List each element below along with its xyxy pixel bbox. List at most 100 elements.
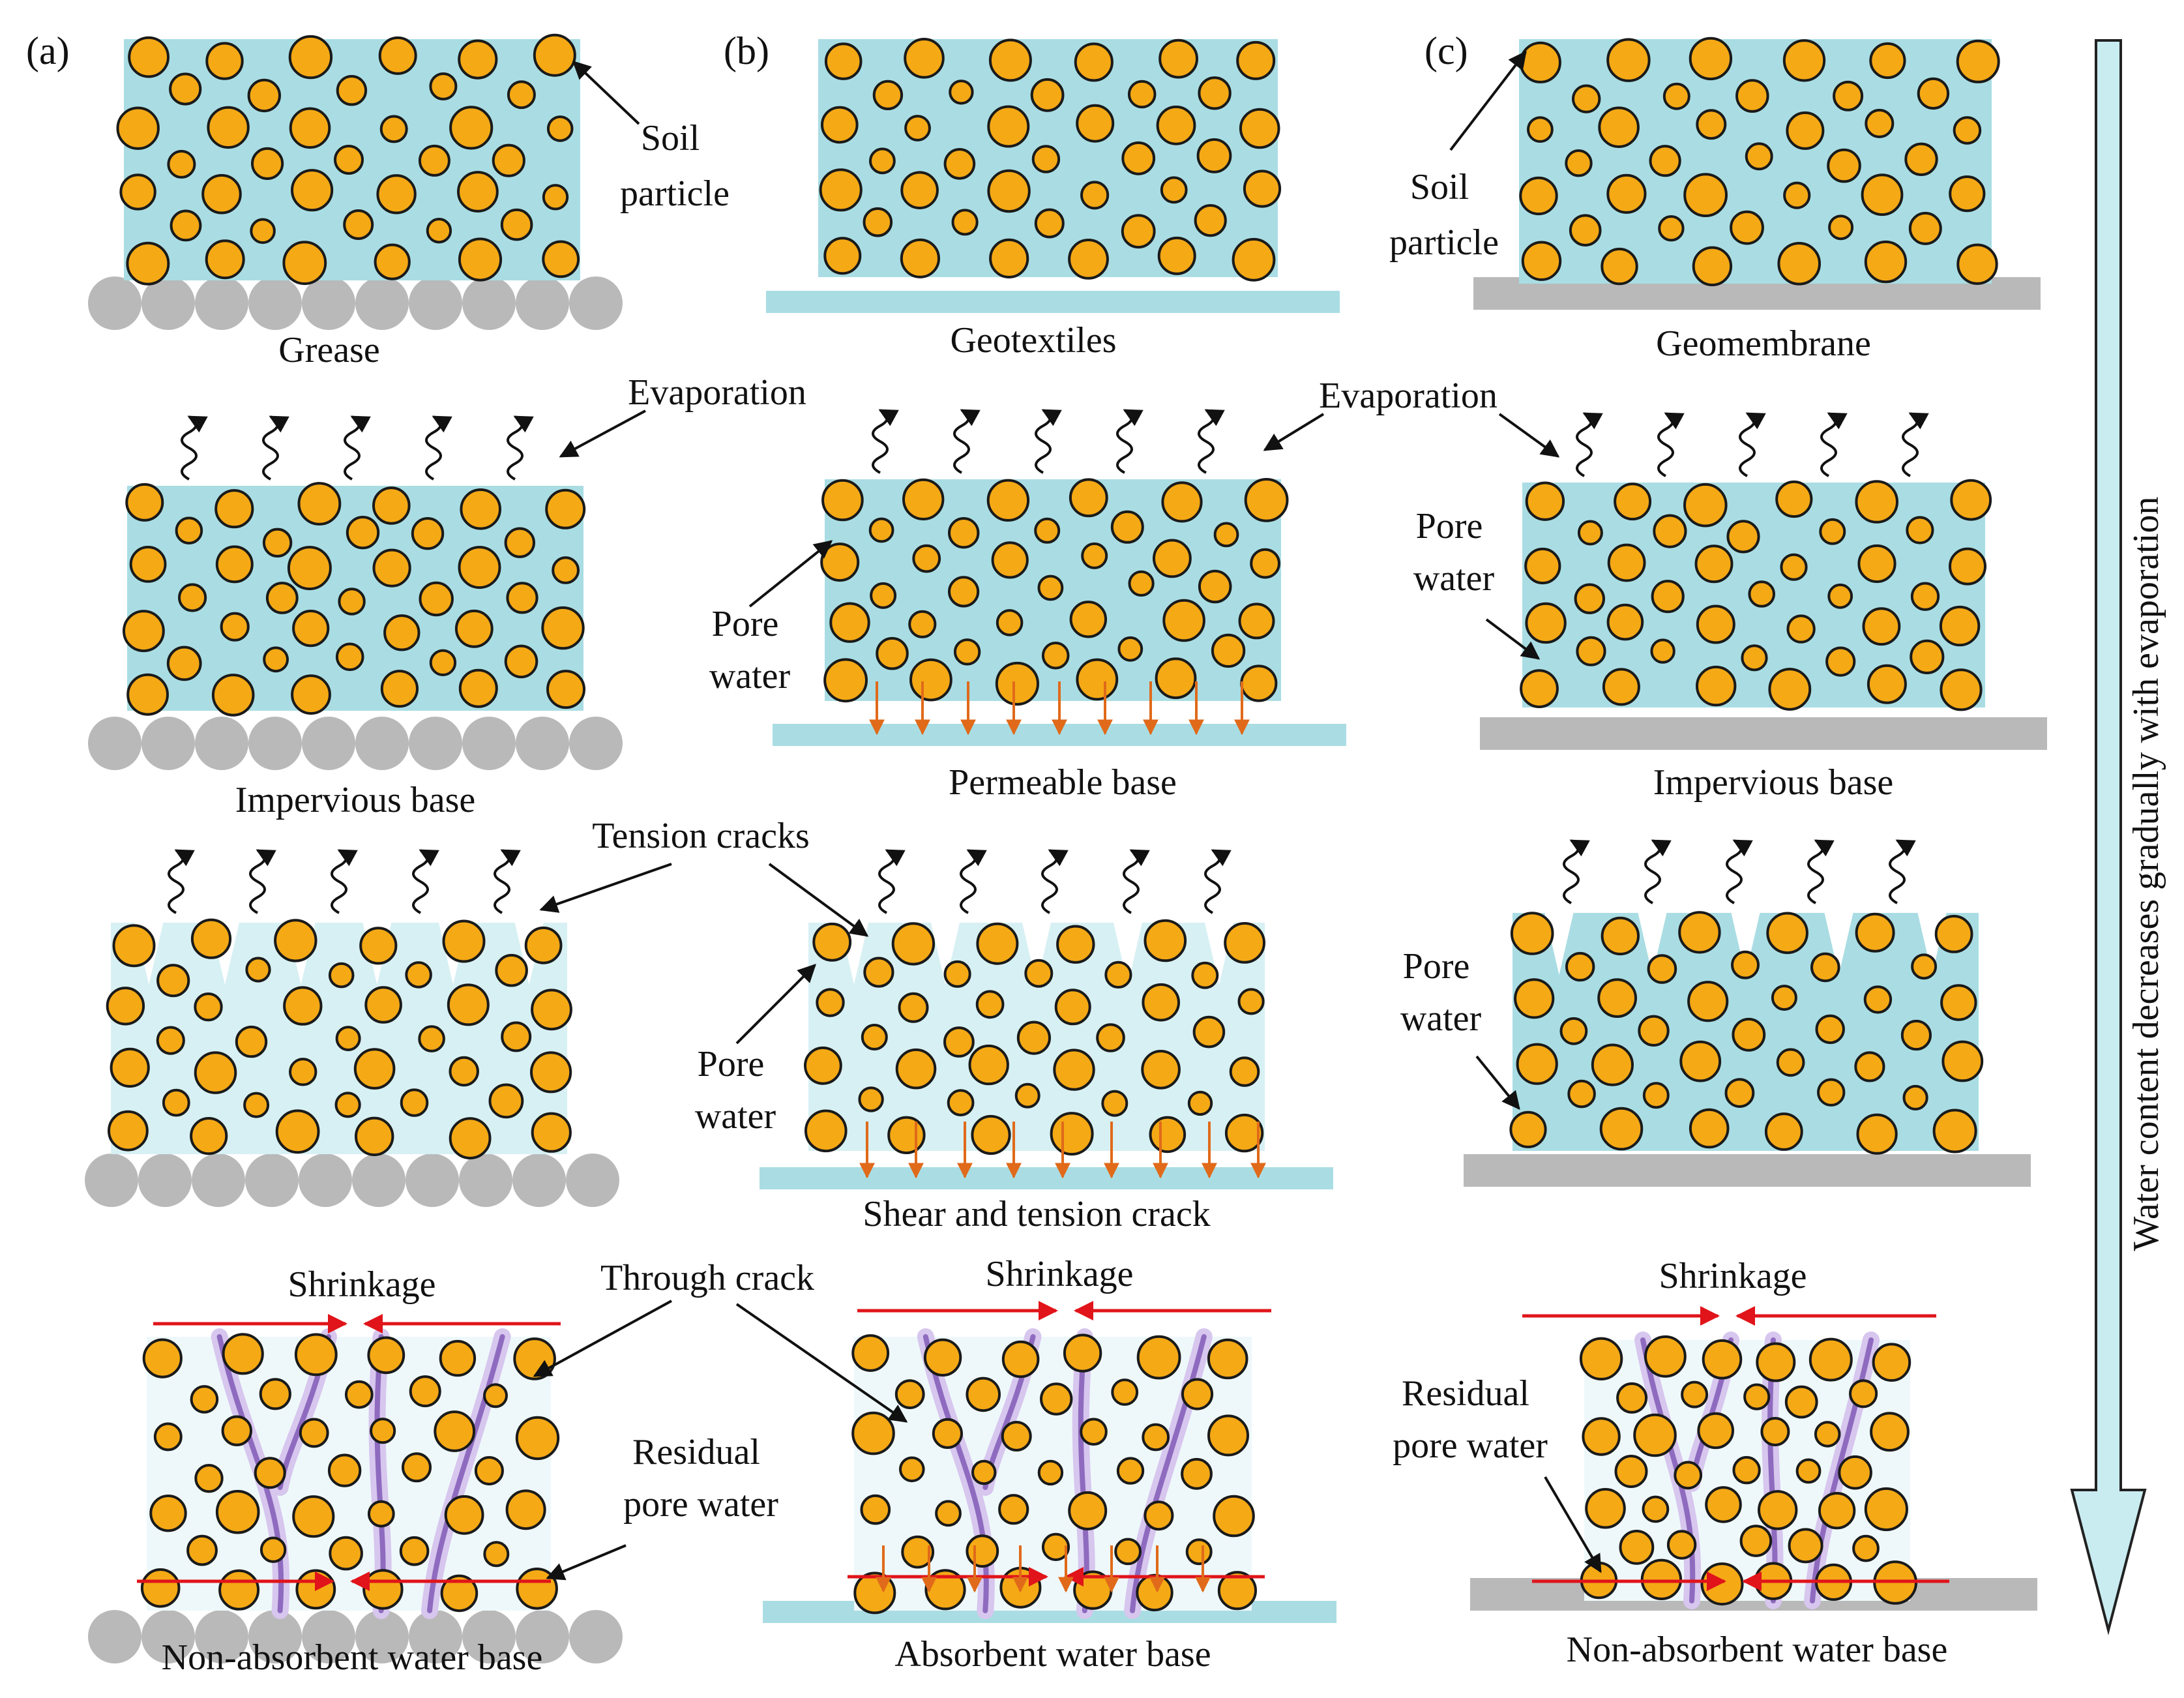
soil-particle [1207,1414,1249,1457]
soil-particle [1101,1090,1129,1117]
soil-particle [483,1383,508,1408]
soil-particle [429,72,458,100]
soil-particle [1574,583,1606,614]
soil-particle [1213,1495,1255,1538]
soil-particle [444,1495,484,1535]
soil-particle [1833,80,1864,112]
soil-particle [1053,1049,1095,1091]
soil-particle [542,240,580,278]
evaporation-arrow [878,849,906,914]
soil-particle [998,1494,1029,1525]
soil-particle [1934,915,1973,953]
grease-base-bead [195,276,248,330]
grease-base-bead [302,276,355,330]
soil-particle [1213,522,1239,548]
soil-particle [1683,483,1728,528]
soil-particle [243,1092,270,1118]
soil-particle [1599,1107,1644,1151]
residual-water-pointer [546,1544,627,1581]
soil-particle [1510,912,1554,955]
soil-particle [900,238,941,278]
soil-particle [1069,478,1108,518]
label-shrinkage-c: Shrinkage [1659,1256,1807,1296]
soil-particle [125,483,164,522]
soil-particle [126,673,170,716]
soil-particle [175,516,203,545]
soil-particle [1764,1112,1803,1151]
soil-particle [1111,1378,1139,1406]
soil-particle [895,1048,937,1090]
soil-particle [1758,1490,1798,1530]
soil-particle [383,614,421,651]
soil-particle [1121,214,1156,249]
soil-particle [1224,922,1265,964]
soil-particle [364,986,402,1024]
soil-particle [1726,520,1760,554]
soil-particle [1735,79,1769,113]
soil-particle [367,1500,395,1528]
soil-particle [1142,983,1180,1022]
soil-particle [1509,1110,1547,1148]
soil-particle [1855,480,1898,524]
evaporation-arrow [249,849,276,914]
soil-particle [1666,1530,1697,1560]
soil-particle [1696,665,1737,707]
soil-particle [112,924,156,968]
soil-particle [235,1025,268,1058]
soil-particle [1524,547,1561,585]
soil-particle [149,1495,187,1532]
soil-particle [851,1334,890,1372]
caption-geotextiles: Geotextiles [950,320,1116,361]
through-crack-pointer [735,1303,908,1423]
soil-particle [1198,76,1232,110]
label-soil-particle-a: Soil particle [620,118,730,214]
caption-absorbent-b: Absorbent water base [894,1634,1211,1675]
soil-particle [291,169,334,212]
soil-particle [291,674,331,715]
soil-particle [1786,614,1816,644]
soil-particle [1080,1418,1108,1446]
soil-particle [299,1418,329,1448]
soil-particle [1582,1417,1621,1456]
label-residual-c: Residual pore water [1393,1373,1548,1466]
through-crack-pointer [533,1300,672,1377]
soil-particle [1096,1023,1125,1052]
soil-particle [1141,1050,1181,1090]
soil-particle [1902,1084,1928,1111]
soil-particle [1863,985,1893,1014]
soil-particle [1597,978,1638,1018]
soil-particle [823,658,868,703]
soil-particle [533,33,576,77]
soil-particle [1156,105,1196,145]
caption-grease: Grease [278,330,379,370]
evaporation-arrow [1726,839,1753,904]
soil-particle [1653,514,1687,548]
grease-base-bead [516,717,569,770]
evaporation-arrow [960,849,987,914]
soil-particle [1692,246,1733,286]
soil-particle [1030,78,1065,112]
soil-particle [259,1378,291,1410]
grease-base-bead [141,1610,195,1663]
soil-particle [1157,236,1196,275]
soil-particle [1825,646,1856,677]
soil-particle [1607,543,1646,582]
soil-particle [948,517,980,549]
soil-particle [869,147,896,175]
soil-particle [434,1410,476,1452]
evaporation-arrow [1035,409,1062,474]
evaporation-arrow [1889,839,1916,904]
soil-particle [1700,1562,1744,1606]
soil-particle [205,42,244,80]
soil-particle [1144,1500,1174,1531]
soil-particle [909,658,952,702]
label-residual-a: Residual pore water [623,1432,778,1525]
soil-particle [129,546,167,583]
soil-particle [1910,582,1940,611]
soil-particle [194,992,223,1022]
panel-a-tag: (a) [26,29,70,72]
soil-particle [1900,1019,1932,1051]
soil-particle [409,1375,441,1408]
soil-particle [221,1415,252,1446]
soil-particle [370,1418,396,1444]
